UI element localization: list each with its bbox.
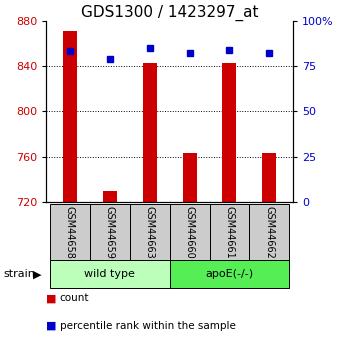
Text: ■: ■ [46,321,57,331]
Text: ▶: ▶ [33,269,42,279]
Text: GSM44661: GSM44661 [224,206,235,258]
Text: strain: strain [3,269,35,279]
Text: GSM44658: GSM44658 [65,206,75,258]
Text: GSM44662: GSM44662 [264,206,275,258]
Bar [222,62,236,202]
Text: percentile rank within the sample: percentile rank within the sample [60,321,236,331]
Bar [90,204,130,260]
Bar [63,31,77,202]
Text: GSM44660: GSM44660 [184,206,195,258]
Bar [103,190,117,202]
Text: count: count [60,294,89,303]
Bar [183,153,196,202]
Bar [143,62,157,202]
Text: GSM44659: GSM44659 [105,206,115,258]
Bar [130,204,170,260]
Bar [50,204,90,260]
Title: GDS1300 / 1423297_at: GDS1300 / 1423297_at [81,4,258,21]
Bar [262,153,276,202]
Bar [209,204,249,260]
Bar [50,260,170,288]
Text: apoE(-/-): apoE(-/-) [205,269,253,279]
Bar [170,204,209,260]
Text: ■: ■ [46,294,57,303]
Bar [170,260,289,288]
Text: GSM44663: GSM44663 [145,206,155,258]
Text: wild type: wild type [85,269,135,279]
Bar [249,204,289,260]
